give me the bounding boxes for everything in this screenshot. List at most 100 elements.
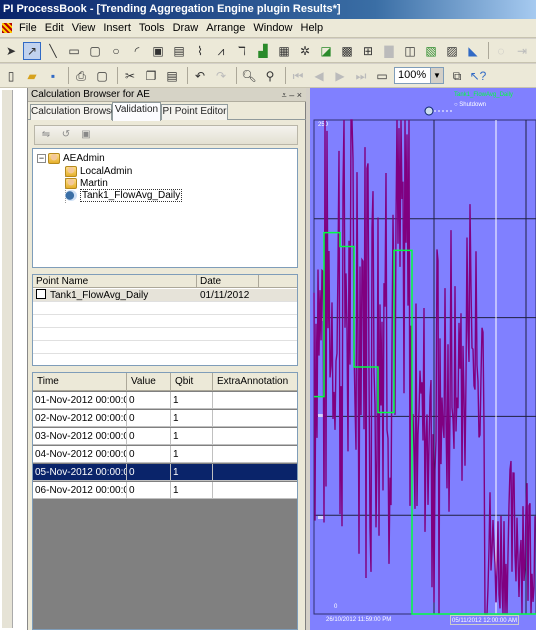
time-range-icon[interactable]: ▭	[376, 68, 388, 83]
rounded-rect-tool-icon[interactable]: ▢	[89, 43, 101, 58]
collapse-icon[interactable]: −	[37, 152, 46, 163]
menu-draw[interactable]: Draw	[172, 22, 199, 34]
tree-node-martin[interactable]: Martin	[65, 177, 108, 189]
cell-value: 0	[127, 428, 171, 445]
new-file-icon[interactable]: ▯	[7, 68, 15, 83]
column-header-value[interactable]: Value	[127, 373, 171, 391]
refresh-icon[interactable]: ↺	[61, 129, 71, 140]
cell-time: 02-Nov-2012 00:00:00	[33, 410, 127, 427]
table-row[interactable]: 06-Nov-2012 00:00:00 0 1	[33, 482, 297, 499]
full-screen-icon[interactable]: ⧉	[452, 68, 462, 83]
table-tool-icon[interactable]: ▩	[341, 43, 353, 58]
menu-edit[interactable]: Edit	[44, 22, 64, 34]
runtime-mode-icon[interactable]: ↗	[23, 41, 41, 60]
export-icon[interactable]: ▣	[81, 129, 91, 140]
tab-calculation-browser[interactable]: Calculation Browser	[30, 104, 120, 120]
cell-value: 0	[127, 410, 171, 427]
chevron-down-icon[interactable]: ▼	[430, 68, 443, 83]
symbol-tool-icon[interactable]: ▦	[278, 43, 290, 58]
open-folder-icon[interactable]: ▰	[27, 68, 37, 83]
table-row[interactable]: 01-Nov-2012 00:00:00 0 1	[33, 392, 297, 409]
value-tool-icon[interactable]: ▣	[152, 43, 164, 58]
menu-window[interactable]: Window	[253, 22, 293, 34]
column-header-point-name[interactable]: Point Name	[33, 275, 197, 288]
multistate-tool-icon[interactable]: ℸ	[238, 43, 246, 58]
xy-plot-tool-icon[interactable]: ✲	[299, 43, 311, 58]
control-tool-icon[interactable]: ▧	[425, 43, 437, 58]
menu-view[interactable]: View	[71, 22, 96, 34]
values-grid: Time Value Qbit ExtraAnnotation 01-Nov-2…	[32, 372, 298, 630]
trend-xy-icon[interactable]: ◪	[320, 43, 332, 58]
paste-icon[interactable]: ▤	[166, 68, 178, 83]
save-icon[interactable]: ▪	[50, 68, 56, 83]
image-tool-icon[interactable]: ◫	[404, 43, 416, 58]
cell-time: 05-Nov-2012 00:00:00	[33, 464, 127, 481]
chart-tool-icon[interactable]: ▟	[258, 43, 268, 58]
time-axis-end[interactable]: 05/11/2012 12:00:00 AM	[450, 615, 519, 625]
ellipse-tool-icon[interactable]: ○	[112, 43, 120, 58]
rectangle-tool-icon[interactable]: ▭	[68, 43, 80, 58]
tab-pi-point-editor[interactable]: PI Point Editor	[161, 104, 228, 120]
validation-toolbar: ⇋ ↺ ▣	[34, 125, 298, 145]
select-arrow-icon[interactable]: ➤	[5, 43, 17, 58]
menu-insert[interactable]: Insert	[103, 22, 131, 34]
tree-node-localadmin[interactable]: LocalAdmin	[65, 165, 132, 177]
undo-icon[interactable]: ↶	[194, 68, 206, 83]
table-row[interactable]: Tank1_FlowAvg_Daily 01/11/2012	[33, 289, 297, 302]
bar-tool-icon[interactable]: ▤	[173, 43, 185, 58]
legend-entry-shutdown[interactable]: ○ Shutdown	[454, 102, 486, 108]
column-header-qbit[interactable]: Qbit	[171, 373, 213, 391]
tick-mark	[318, 516, 324, 519]
cell-qbit: 1	[171, 446, 213, 463]
toolbar-separator	[285, 67, 286, 84]
tree-node-label: AEAdmin	[63, 152, 105, 164]
cut-icon[interactable]: ✂	[124, 68, 136, 83]
print-icon[interactable]: ⎙	[76, 68, 86, 83]
module-tool-icon[interactable]: ▨	[446, 43, 458, 58]
zoom-dropdown[interactable]: 100% ▼	[394, 67, 444, 84]
panel-tabs: Calculation Browser Validation PI Point …	[28, 102, 306, 121]
app-icon[interactable]	[2, 23, 12, 33]
tree-node-tank1-flowavg-daily[interactable]: Tank1_FlowAvg_Daily	[65, 188, 183, 202]
empty-row	[33, 341, 297, 354]
table-row[interactable]: 02-Nov-2012 00:00:00 0 1	[33, 410, 297, 427]
line-tool-icon[interactable]: ╲	[49, 43, 57, 58]
print-preview-icon[interactable]: ▢	[96, 68, 108, 83]
panel-pin-close-icons[interactable]: ⩡ – ×	[281, 90, 302, 100]
grid-tool-icon[interactable]: ⊞	[362, 43, 374, 58]
column-header-extra-annotation[interactable]: ExtraAnnotation	[213, 373, 297, 391]
table-row[interactable]: 05-Nov-2012 00:00:00 0 1	[33, 464, 297, 481]
tab-validation[interactable]: Validation	[112, 102, 161, 121]
polyline-tool-icon[interactable]: ⌇	[197, 43, 203, 58]
panel-title-bar: Calculation Browser for AE ⩡ – ×	[28, 88, 306, 102]
toolbar-separator	[187, 67, 188, 84]
legend-entry-aggregate[interactable]: Tank1_FlowAvg_Daily	[454, 92, 513, 98]
menu-help[interactable]: Help	[300, 22, 324, 34]
shape-tool-icon[interactable]: ▇	[384, 43, 394, 58]
table-row[interactable]: 03-Nov-2012 00:00:00 0 1	[33, 428, 297, 445]
find-icon[interactable]: ⚲	[265, 68, 275, 83]
copy-icon[interactable]: ❐	[145, 68, 157, 83]
run-icon[interactable]: ⇋	[41, 129, 51, 140]
menu-file[interactable]: File	[19, 22, 37, 34]
table-row[interactable]: 04-Nov-2012 00:00:00 0 1	[33, 446, 297, 463]
aggregate-data-series	[314, 231, 536, 615]
help-pointer-icon[interactable]: ↖?	[469, 68, 487, 83]
tree-node-root[interactable]: − AEAdmin	[37, 152, 105, 164]
cell-qbit: 1	[171, 428, 213, 445]
arc-tool-icon[interactable]: ◜	[134, 43, 140, 58]
toolbar-separator	[117, 67, 118, 84]
trend-tool-icon[interactable]: ⩘	[217, 43, 225, 58]
pipe-tool-icon[interactable]: ◣	[468, 43, 478, 58]
menu-arrange[interactable]: Arrange	[206, 22, 246, 34]
cell-extra	[213, 464, 297, 481]
redo-icon[interactable]: ↷	[215, 68, 227, 83]
zoom-tool-icon[interactable]: 🔍︎	[241, 68, 257, 83]
column-header-time[interactable]: Time	[33, 373, 127, 391]
column-header-date[interactable]: Date	[197, 275, 259, 288]
menu-tools[interactable]: Tools	[138, 22, 165, 34]
trend-chart[interactable]: 250 0 Tank1_FlowAvg_Daily ○ Shutdown 26/1…	[310, 88, 536, 630]
point-checkbox[interactable]	[36, 289, 46, 299]
window-title: PI ProcessBook - [Trending Aggregation E…	[0, 0, 536, 19]
